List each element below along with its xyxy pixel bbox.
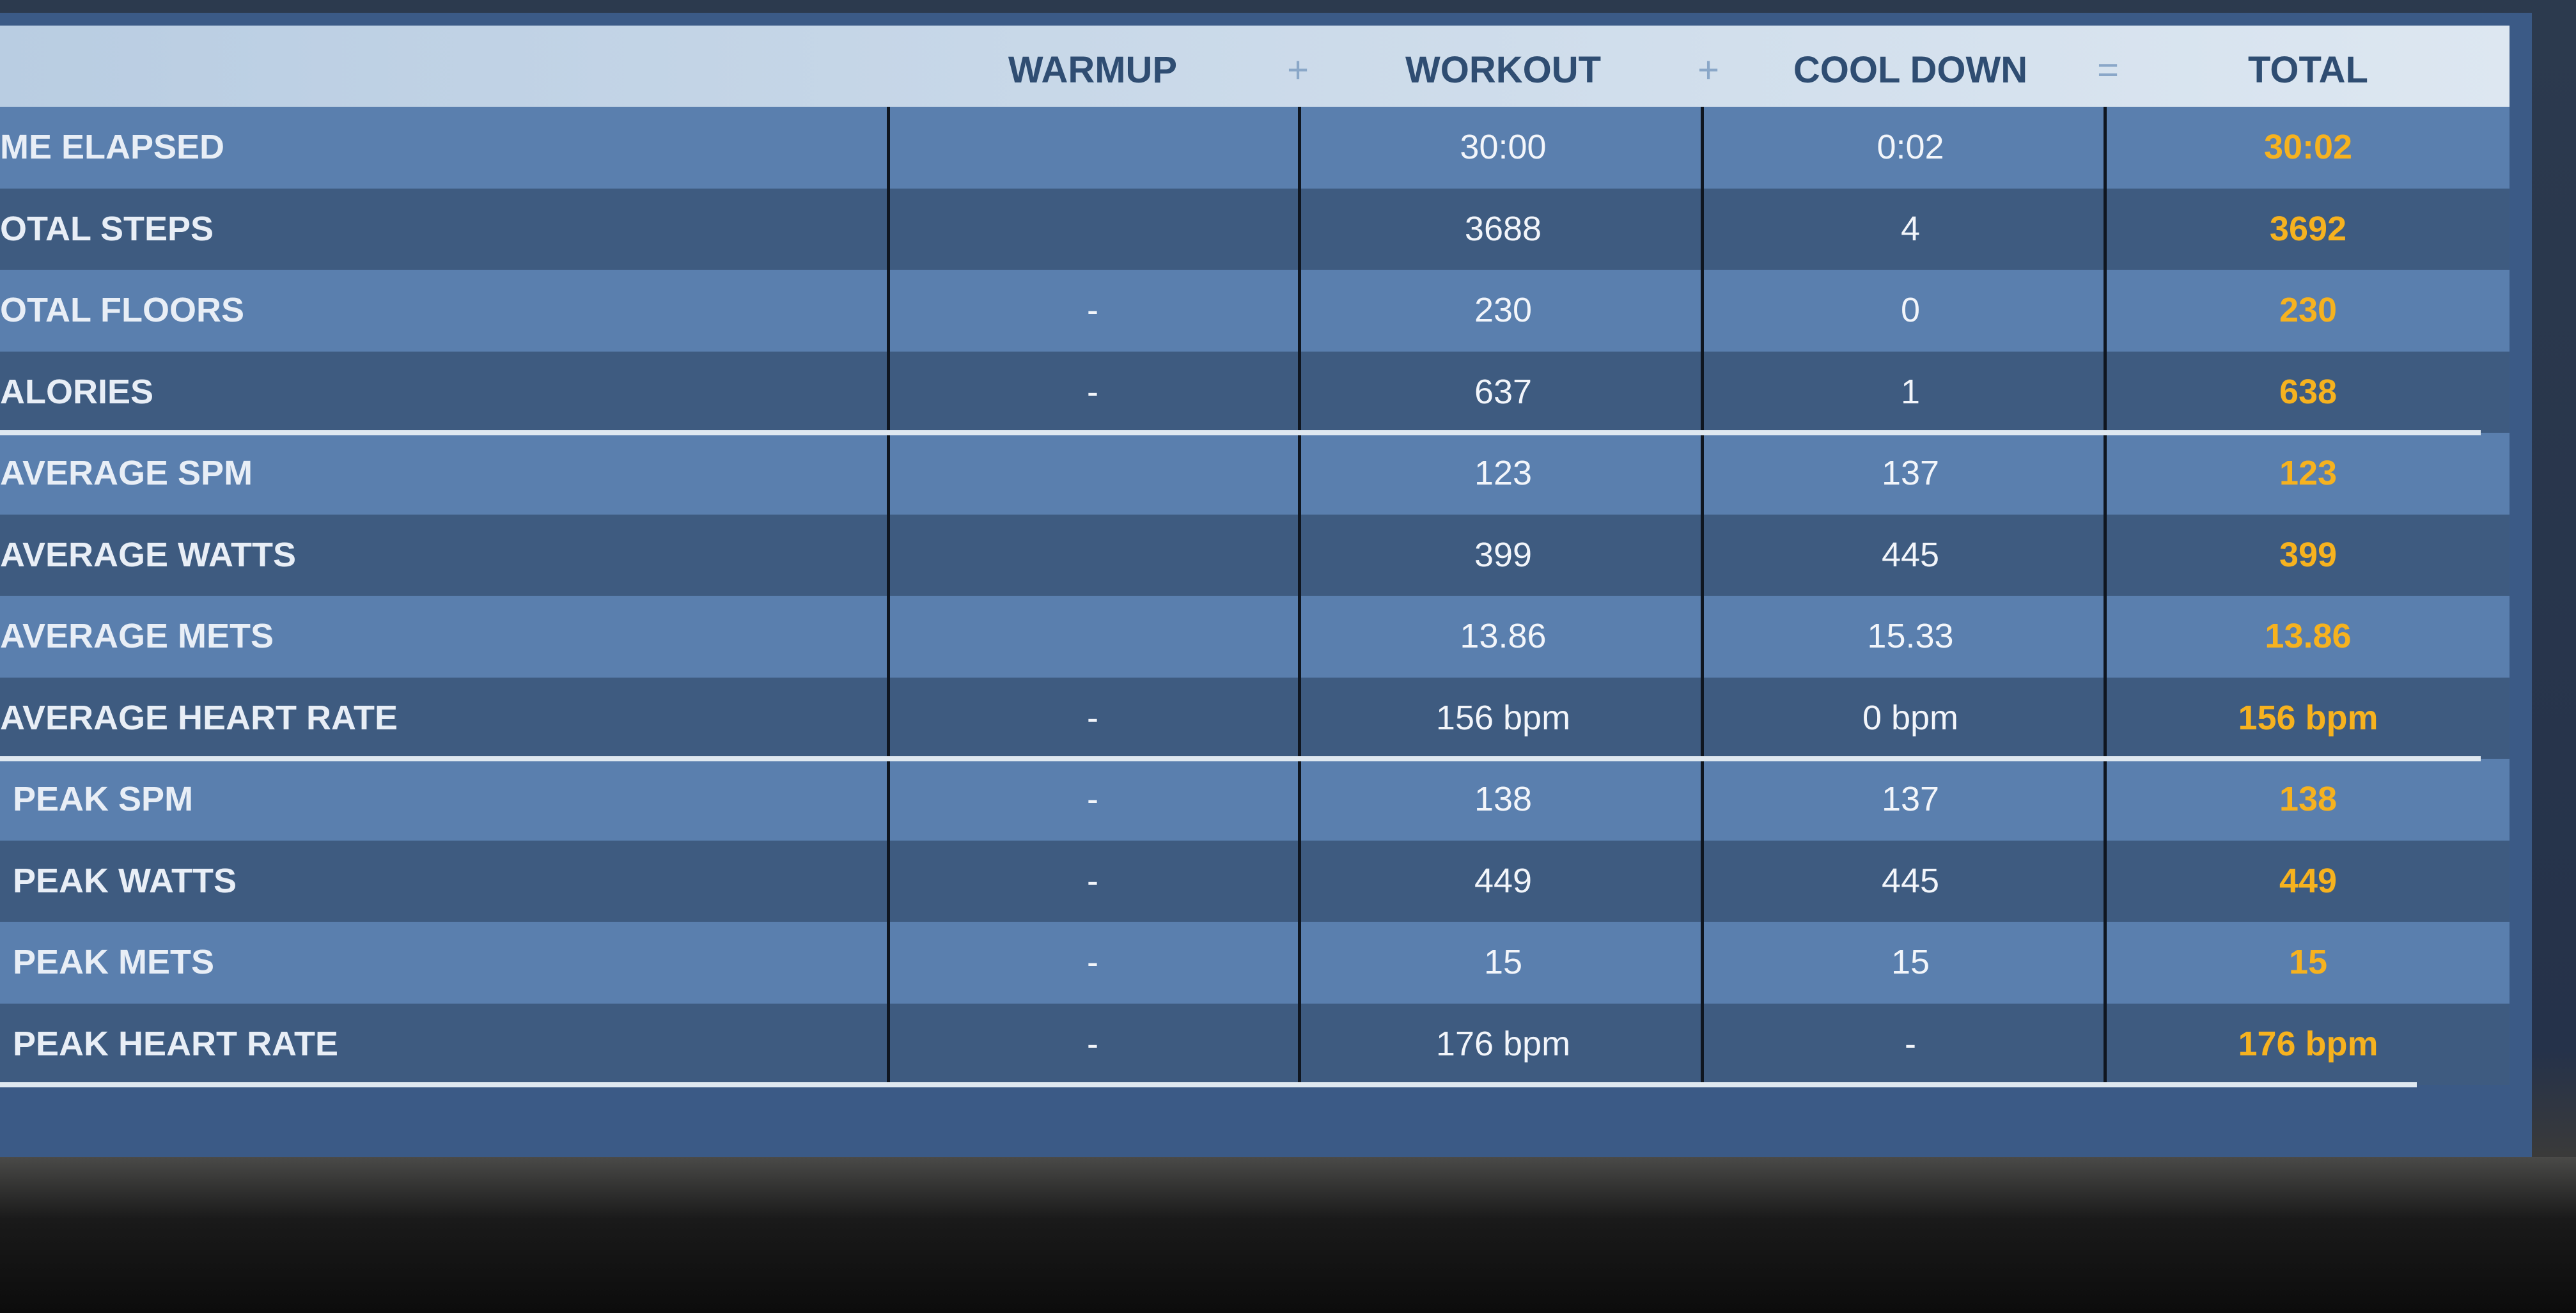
value-cell: 0 xyxy=(1900,291,1921,329)
row-label: PEAK HEART RATE xyxy=(13,1024,339,1063)
header-operator: + xyxy=(1287,49,1309,91)
total-cell: 176 bpm xyxy=(2238,1024,2378,1063)
section-divider xyxy=(0,430,2481,435)
table-bottom-line xyxy=(0,1082,2417,1087)
column-header: TOTAL xyxy=(2248,49,2368,91)
value-cell: 137 xyxy=(1881,780,1940,818)
value-cell: - xyxy=(1087,698,1098,737)
table-row xyxy=(0,433,2510,515)
total-cell: 30:02 xyxy=(2263,128,2353,166)
column-header: WARMUP xyxy=(1008,49,1178,91)
total-cell: 15 xyxy=(2288,943,2328,981)
table-row xyxy=(0,351,2510,433)
value-cell: 30:00 xyxy=(1460,128,1547,166)
value-cell: 156 bpm xyxy=(1435,698,1571,737)
value-cell: - xyxy=(1087,372,1098,411)
table-row xyxy=(0,107,2510,189)
total-cell: 3692 xyxy=(2269,209,2347,248)
value-cell: 4 xyxy=(1900,209,1921,248)
row-label: PEAK WATTS xyxy=(13,861,237,900)
value-cell: - xyxy=(1087,861,1098,900)
table-row xyxy=(0,514,2510,596)
column-divider xyxy=(1298,107,1301,1085)
table-row xyxy=(0,677,2510,759)
bezel xyxy=(0,1157,2576,1313)
column-divider xyxy=(2104,107,2107,1085)
value-cell: 13.86 xyxy=(1460,617,1547,655)
table-row xyxy=(0,922,2510,1004)
total-cell: 449 xyxy=(2279,861,2338,900)
column-header: COOL DOWN xyxy=(1793,49,2028,91)
row-label: PEAK METS xyxy=(13,943,215,981)
total-cell: 156 bpm xyxy=(2238,698,2378,737)
header-operator: = xyxy=(2097,49,2119,91)
total-cell: 399 xyxy=(2279,535,2338,574)
table-row xyxy=(0,270,2510,352)
value-cell: 1 xyxy=(1900,372,1921,411)
row-label: ALORIES xyxy=(0,372,154,411)
value-cell: 637 xyxy=(1474,372,1533,411)
value-cell: 0 bpm xyxy=(1862,698,1959,737)
table-row xyxy=(0,188,2510,270)
table-row xyxy=(0,840,2510,922)
value-cell: 3688 xyxy=(1464,209,1542,248)
value-cell: 15 xyxy=(1891,943,1930,981)
row-label: ME ELAPSED xyxy=(0,128,225,166)
value-cell: 138 xyxy=(1474,780,1533,818)
total-cell: 138 xyxy=(2279,780,2338,818)
value-cell: 445 xyxy=(1881,861,1940,900)
value-cell: 15.33 xyxy=(1867,617,1954,655)
column-header: WORKOUT xyxy=(1405,49,1602,91)
row-label: AVERAGE HEART RATE xyxy=(0,698,398,737)
value-cell: 449 xyxy=(1474,861,1533,900)
value-cell: 445 xyxy=(1881,535,1940,574)
value-cell: 123 xyxy=(1474,454,1533,492)
total-cell: 230 xyxy=(2279,291,2338,329)
row-label: AVERAGE SPM xyxy=(0,454,253,492)
value-cell: 230 xyxy=(1474,291,1533,329)
table-row xyxy=(0,759,2510,841)
row-label: PEAK SPM xyxy=(13,780,194,818)
column-divider xyxy=(887,107,890,1085)
table-row xyxy=(0,1003,2510,1085)
value-cell: 399 xyxy=(1474,535,1533,574)
row-label: AVERAGE WATTS xyxy=(0,535,297,574)
value-cell: - xyxy=(1905,1024,1916,1063)
value-cell: 176 bpm xyxy=(1435,1024,1571,1063)
total-cell: 123 xyxy=(2279,454,2338,492)
total-cell: 638 xyxy=(2279,372,2338,411)
value-cell: 0:02 xyxy=(1877,128,1944,166)
value-cell: - xyxy=(1087,291,1098,329)
value-cell: - xyxy=(1087,943,1098,981)
table-row xyxy=(0,596,2510,678)
header-bar xyxy=(0,26,2510,115)
header-operator: + xyxy=(1698,49,1719,91)
section-divider xyxy=(0,756,2481,761)
total-cell: 13.86 xyxy=(2265,617,2352,655)
value-cell: - xyxy=(1087,1024,1098,1063)
column-divider xyxy=(1701,107,1704,1085)
value-cell: 15 xyxy=(1483,943,1523,981)
value-cell: - xyxy=(1087,780,1098,818)
row-label: AVERAGE METS xyxy=(0,617,274,655)
row-label: OTAL FLOORS xyxy=(0,291,244,329)
value-cell: 137 xyxy=(1881,454,1940,492)
row-label: OTAL STEPS xyxy=(0,209,214,248)
